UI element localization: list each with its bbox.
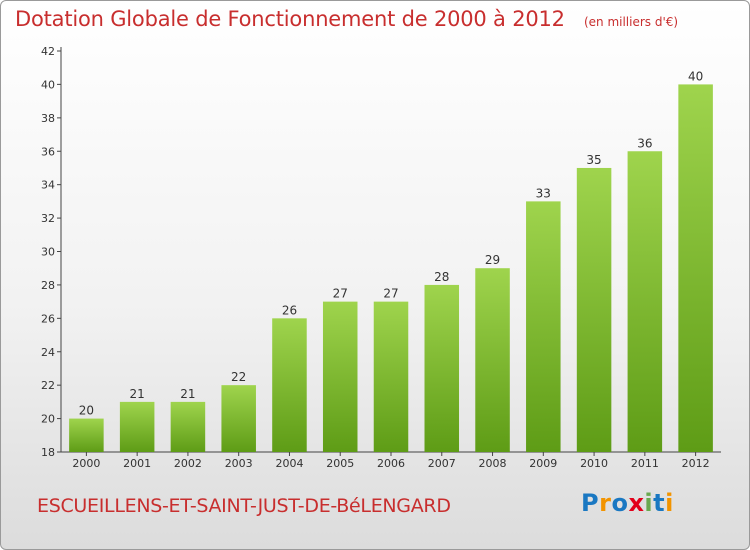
bars xyxy=(69,84,713,453)
bar-2009 xyxy=(526,201,561,452)
y-tick-label: 24 xyxy=(41,346,55,359)
chart-title: Dotation Globale de Fonctionnement de 20… xyxy=(15,7,565,31)
data-label-2012: 40 xyxy=(688,69,703,83)
data-label-2009: 33 xyxy=(536,186,551,200)
y-tick-label: 30 xyxy=(41,246,55,259)
data-label-2011: 36 xyxy=(637,136,652,150)
logo-letter: o xyxy=(611,489,629,517)
x-tick-label: 2006 xyxy=(377,457,405,470)
bar-2006 xyxy=(373,301,409,452)
bar-2005 xyxy=(322,301,358,452)
bar-2003 xyxy=(221,385,256,452)
data-label-2006: 27 xyxy=(383,287,398,301)
bar-2011 xyxy=(627,151,663,452)
y-tick-label: 22 xyxy=(41,379,55,392)
logo-letter: x xyxy=(628,489,645,517)
x-tick-label: 2011 xyxy=(631,457,659,470)
data-label-2003: 22 xyxy=(231,370,246,384)
data-label-2002: 21 xyxy=(180,387,195,401)
unit-note: (en milliers d'€) xyxy=(583,15,679,29)
bar-2001 xyxy=(119,401,155,452)
y-tick-label: 40 xyxy=(41,78,55,91)
bar-2002 xyxy=(170,401,206,452)
data-label-2004: 26 xyxy=(282,303,297,317)
data-label-2010: 35 xyxy=(586,153,601,167)
bar-2012 xyxy=(678,84,713,453)
data-label-2005: 27 xyxy=(333,287,348,301)
bar-2008 xyxy=(475,268,510,452)
data-label-2007: 28 xyxy=(434,270,449,284)
logo-letter: i xyxy=(665,489,674,517)
title-row: Dotation Globale de Fonctionnement de 20… xyxy=(15,7,678,31)
y-tick-label: 18 xyxy=(41,446,55,459)
data-label-2000: 20 xyxy=(79,404,94,418)
x-tick-label: 2009 xyxy=(529,457,557,470)
commune-name: ESCUEILLENS-ET-SAINT-JUST-DE-BéLENGARD xyxy=(37,495,451,517)
logo-letter: P xyxy=(581,489,600,517)
data-label-2008: 29 xyxy=(485,253,500,267)
bar-2007 xyxy=(424,284,460,452)
bar-2000 xyxy=(69,418,104,452)
x-tick-label: 2003 xyxy=(225,457,253,470)
labels: 2000 20 2001 21 2002 21 2003 22 2004 26 2005 27 2006… xyxy=(72,69,709,470)
bar-2010 xyxy=(576,167,612,453)
y-tick-label: 38 xyxy=(41,112,55,125)
x-tick-label: 2000 xyxy=(72,457,100,470)
y-tick-label: 32 xyxy=(41,212,55,225)
y-tick-label: 36 xyxy=(41,145,55,158)
y-tick-label: 20 xyxy=(41,413,55,426)
axes: 18 20 22 24 26 28 30 32 34 36 38 40 42 xyxy=(41,45,721,459)
x-tick-label: 2005 xyxy=(326,457,354,470)
logo-letter: r xyxy=(599,489,612,517)
logo-letter: t xyxy=(653,489,666,517)
x-tick-label: 2010 xyxy=(580,457,608,470)
y-tick-label: 42 xyxy=(41,45,55,58)
data-label-2001: 21 xyxy=(130,387,145,401)
y-tick-label: 34 xyxy=(41,179,55,192)
x-tick-label: 2012 xyxy=(682,457,710,470)
x-tick-label: 2002 xyxy=(174,457,202,470)
x-tick-label: 2001 xyxy=(123,457,151,470)
y-tick-label: 26 xyxy=(41,312,55,325)
x-tick-label: 2004 xyxy=(275,457,303,470)
y-tick-label: 28 xyxy=(41,279,55,292)
x-tick-label: 2007 xyxy=(428,457,456,470)
x-tick-label: 2008 xyxy=(479,457,507,470)
proxiti-logo[interactable]: Proxiti xyxy=(581,489,674,517)
logo-letter: i xyxy=(644,489,654,517)
bar-2004 xyxy=(272,318,307,452)
